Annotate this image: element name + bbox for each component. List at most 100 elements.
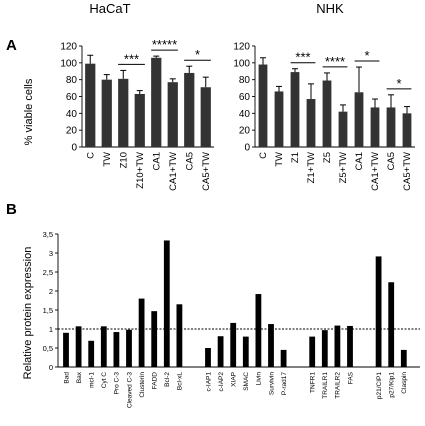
nhk-x-tick-label: Z5 (322, 152, 333, 163)
nhk-significance-label: **** (325, 54, 345, 69)
protein-x-tick-label: FADD (152, 372, 159, 390)
protein-bar (100, 326, 107, 367)
nhk-x-tick-label: CA5+TW (402, 152, 413, 191)
hacat-chart-title: HaCaT (89, 1, 130, 16)
protein-y-axis-label: Relative protein expression (22, 247, 34, 380)
protein-bar (217, 336, 224, 367)
protein-bar (205, 348, 211, 367)
hacat-x-tick-label: CA1 (151, 152, 162, 170)
protein-x-tick-label: TNFR1 (310, 372, 317, 393)
protein-y-tick-label: 2 (49, 287, 53, 296)
hacat-y-tick-label: 60 (66, 92, 78, 103)
nhk-significance-label: * (396, 76, 401, 91)
hacat-bar (167, 82, 178, 147)
hacat-y-axis-label: % viable cells (23, 78, 35, 145)
protein-bar (113, 332, 120, 367)
hacat-x-tick-label: CA5+TW (201, 152, 212, 191)
panel-letter-a: A (6, 37, 17, 54)
protein-x-tick-label: TRAILR1 (322, 372, 329, 399)
hacat-x-tick-label: CA5 (184, 152, 195, 170)
protein-x-tick-label: Cyt C (101, 372, 108, 389)
hacat-bar (85, 63, 96, 147)
nhk-bar (258, 64, 268, 147)
nhk-x-tick-label: CA1+TW (370, 152, 381, 191)
protein-x-tick-label: P-rad17 (281, 372, 288, 396)
protein-bar (400, 349, 407, 367)
hacat-significance-label: * (195, 47, 200, 62)
protein-bar (347, 325, 353, 367)
nhk-significance-label: *** (295, 50, 310, 65)
hacat-x-tick-label: CA1+TW (168, 152, 179, 191)
protein-x-tick-label: SMAC (243, 372, 250, 391)
nhk-bar (386, 107, 396, 147)
protein-y-tick-label: 2,5 (43, 268, 53, 277)
protein-bar (375, 256, 382, 367)
protein-bar (242, 336, 249, 367)
protein-x-tick-label: mcl-1 (89, 372, 96, 388)
protein-x-tick-label: Pro C-3 (114, 372, 121, 395)
hacat-bar-chart: HaCaT % viable cells 0 20 40 60 80 100 120 C TW Z… (23, 1, 214, 191)
nhk-x-tick-label: CA1 (354, 152, 365, 170)
nhk-bar (370, 107, 380, 147)
nhk-y-tick-label: 40 (239, 109, 251, 120)
protein-x-tick-label: Livin (256, 372, 263, 386)
panel-letter-b: B (6, 201, 17, 218)
protein-x-tick-label: Cleaved C-3 (126, 372, 133, 409)
protein-x-tick-label: Bcl-2 (164, 372, 171, 387)
protein-bar (280, 349, 287, 367)
protein-bar (255, 294, 262, 367)
hacat-significance-label: ***** (152, 37, 177, 52)
nhk-bar (290, 72, 300, 147)
hacat-y-tick-label: 0 (71, 143, 77, 154)
nhk-bar (338, 111, 348, 147)
protein-x-tick-label: p27/Kip1 (389, 372, 396, 398)
protein-bar (63, 332, 69, 367)
hacat-y-tick-label: 120 (60, 42, 77, 53)
nhk-x-tick-label: Z5+TW (338, 152, 349, 183)
protein-bar (321, 330, 328, 367)
hacat-bar (151, 57, 162, 147)
nhk-y-tick-label: 60 (239, 92, 251, 103)
nhk-y-tick-label: 20 (239, 126, 251, 137)
nhk-bar (306, 99, 316, 147)
protein-expression-bar-chart: Relative protein expression 0 0,5 1 1,5 2 2,5… (22, 230, 420, 408)
nhk-x-tick-label: C (258, 152, 269, 159)
protein-bar (388, 282, 395, 367)
hacat-x-tick-label: Z10 (118, 152, 129, 168)
hacat-significance-label: *** (124, 51, 139, 66)
protein-bar (334, 325, 341, 367)
nhk-bar-chart: NHK 0 20 40 60 80 100 120 C TW Z1 Z1+TW Z5 Z5+TW CA1 C… (233, 1, 415, 191)
hacat-bar (184, 72, 195, 147)
protein-x-tick-label: Claspin (401, 372, 408, 394)
protein-x-tick-label: c-IAP2 (218, 372, 225, 392)
hacat-bar (118, 78, 129, 147)
protein-x-tick-label: FAS (347, 371, 354, 384)
hacat-x-tick-label: C (85, 152, 96, 159)
protein-bar (88, 340, 95, 367)
protein-x-tick-label: Bax (76, 371, 83, 383)
protein-bar (163, 240, 170, 367)
hacat-y-tick-label: 100 (60, 58, 77, 69)
protein-bar (309, 336, 316, 367)
hacat-y-tick-label: 80 (66, 75, 78, 86)
hacat-bar (101, 79, 112, 147)
protein-bar (230, 322, 237, 367)
nhk-x-tick-label: CA5 (386, 152, 397, 170)
nhk-x-tick-label: Z1 (290, 152, 301, 163)
hacat-bar (200, 87, 211, 147)
nhk-bar (322, 80, 332, 147)
protein-y-tick-label: 3 (49, 249, 53, 258)
hacat-y-tick-label: 40 (66, 109, 78, 120)
protein-x-tick-label: c-IAP1 (205, 372, 212, 392)
nhk-bar (274, 91, 284, 147)
protein-x-tick-label: XIAP (231, 372, 238, 387)
protein-x-tick-label: Bcl-xL (177, 372, 184, 390)
protein-bar (126, 329, 132, 367)
hacat-bar (134, 93, 145, 147)
protein-bar (268, 324, 274, 367)
hacat-x-tick-label: Z10+TW (135, 152, 146, 189)
hacat-x-tick-label: TW (102, 152, 113, 167)
nhk-x-tick-label: TW (274, 152, 285, 167)
nhk-y-tick-label: 0 (244, 143, 250, 154)
protein-x-tick-label: p21/CIP1 (376, 372, 383, 399)
